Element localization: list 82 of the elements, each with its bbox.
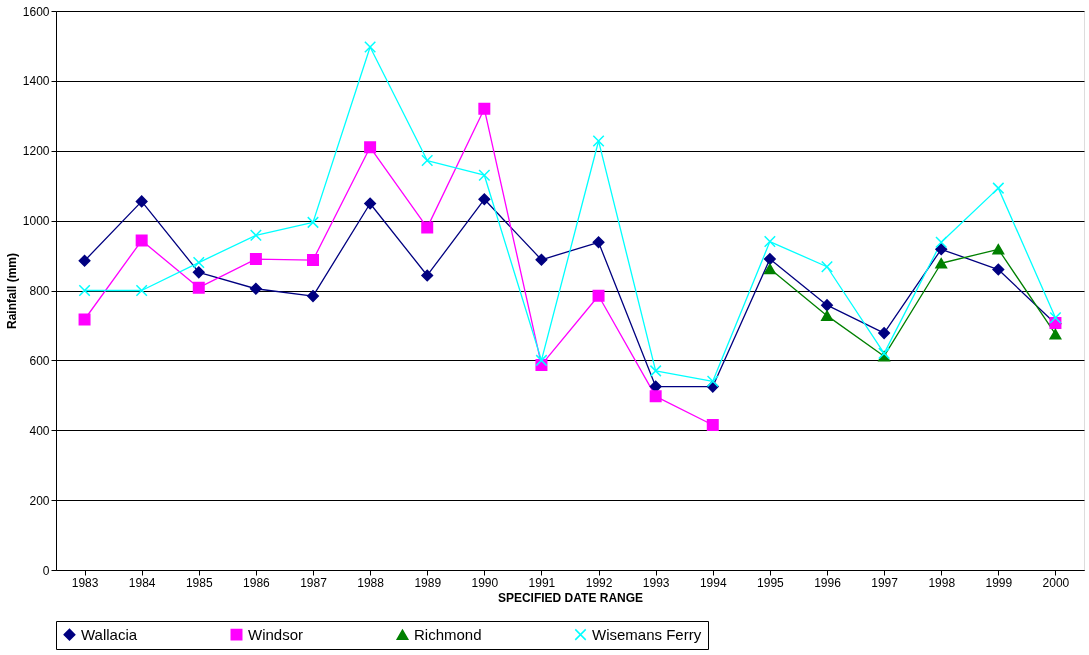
point	[478, 193, 491, 206]
point	[364, 197, 377, 210]
point	[649, 364, 662, 377]
legend-label: Wisemans Ferry	[592, 625, 702, 643]
y-axis-title: Rainfall (mm)	[4, 252, 19, 330]
x-tick-label: 1995	[757, 575, 785, 590]
legend-label: Richmond	[414, 625, 482, 643]
x-tick-label: 1993	[642, 575, 670, 590]
point	[706, 375, 719, 388]
point	[763, 263, 776, 275]
point	[478, 102, 491, 115]
point	[878, 327, 891, 340]
x-tick-label: 1992	[585, 575, 613, 590]
point	[307, 290, 319, 303]
legend-label: Wallacia	[81, 625, 138, 643]
x-tick-label: 1997	[871, 575, 899, 590]
point	[992, 263, 1005, 276]
point	[821, 310, 833, 321]
point	[478, 169, 491, 182]
y-tick-label: 400	[29, 423, 50, 438]
x-tick-label: 1998	[928, 575, 956, 590]
y-tick-label: 800	[29, 284, 50, 298]
y-tick-label: 0	[42, 563, 50, 578]
point	[192, 256, 205, 269]
point	[78, 254, 91, 267]
point	[192, 281, 205, 294]
x-tick-label: 1991	[528, 575, 556, 590]
point	[1049, 311, 1062, 324]
x-tick-label: 1996	[814, 575, 842, 590]
point	[78, 313, 91, 326]
point	[135, 284, 148, 297]
point	[649, 380, 662, 393]
point	[421, 269, 434, 282]
x-axis-title: SPECIFIED DATE RANGE	[497, 590, 644, 605]
y-tick-label: 1600	[22, 4, 50, 19]
point	[249, 229, 262, 242]
point	[249, 253, 262, 266]
y-tick-label: 200	[29, 493, 50, 508]
point	[821, 260, 833, 273]
point	[992, 182, 1005, 195]
point	[78, 284, 91, 297]
point	[192, 266, 205, 279]
point	[935, 257, 948, 269]
point	[763, 253, 776, 266]
point	[421, 221, 434, 234]
x-tick-label: 1984	[128, 575, 156, 590]
point	[592, 134, 605, 147]
point	[706, 419, 719, 431]
point	[421, 154, 434, 167]
x-tick-label: 1999	[985, 575, 1013, 590]
point	[535, 253, 548, 266]
x-tick-label: 1988	[357, 575, 385, 590]
y-tick-label: 1400	[22, 74, 50, 89]
point	[821, 299, 833, 312]
point	[135, 234, 148, 247]
x-tick-label: 1983	[71, 575, 99, 590]
point	[307, 254, 319, 267]
y-tick-label: 600	[29, 353, 50, 368]
y-tick-label: 1000	[22, 214, 50, 229]
x-tick-label: 1985	[185, 575, 213, 590]
point	[649, 390, 662, 403]
x-tick-label: 1987	[300, 575, 328, 590]
x-tick-label: 1990	[471, 575, 499, 590]
point	[135, 195, 148, 208]
point	[763, 235, 776, 248]
y-tick-label: 1200	[22, 144, 50, 159]
x-tick-label: 2000	[1042, 575, 1070, 590]
point	[249, 282, 262, 295]
point	[364, 40, 377, 53]
point	[535, 354, 548, 367]
point	[592, 236, 605, 249]
legend-label: Windsor	[248, 625, 304, 643]
point	[935, 236, 948, 249]
point	[1049, 328, 1062, 340]
point	[935, 243, 948, 256]
x-tick-label: 1989	[414, 575, 442, 590]
point	[307, 216, 319, 229]
x-tick-label: 1986	[243, 575, 271, 590]
point	[992, 243, 1005, 255]
point	[592, 289, 605, 302]
point	[364, 141, 377, 154]
x-tick-label: 1994	[699, 575, 727, 590]
